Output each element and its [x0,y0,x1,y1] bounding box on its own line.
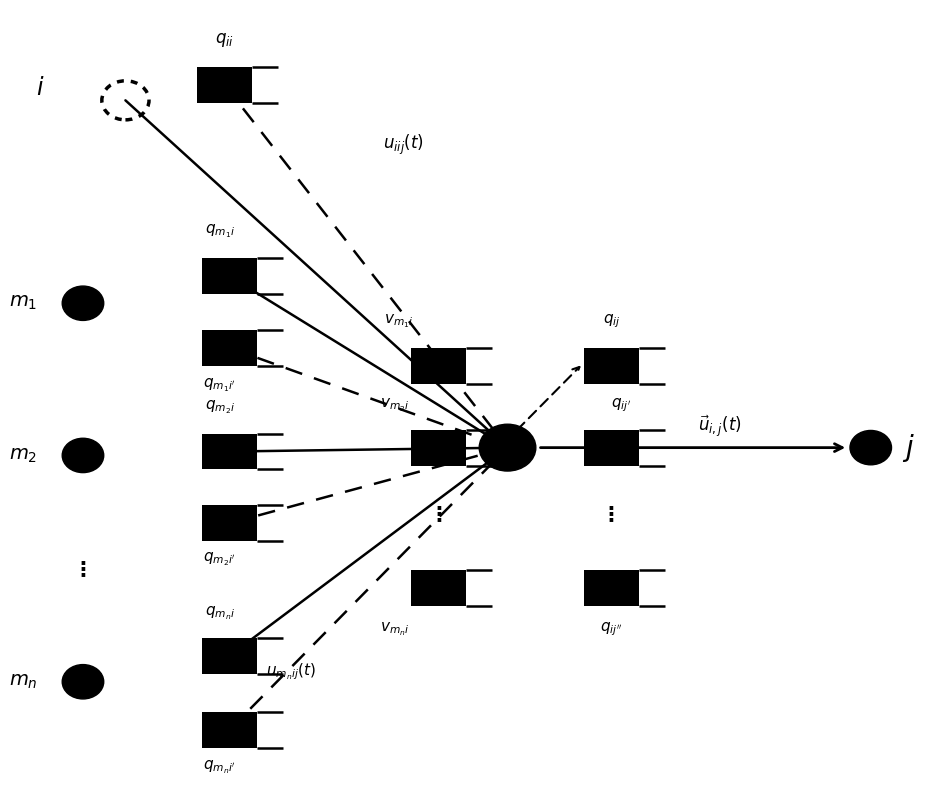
Text: $q_{m_1i}$: $q_{m_1i}$ [205,222,234,241]
Text: ⋮: ⋮ [72,559,93,578]
Bar [411,430,466,465]
Text: ⋮: ⋮ [601,504,622,524]
Text: $q_{ii}$: $q_{ii}$ [215,31,234,50]
Text: $i$: $i$ [36,77,45,100]
Bar [202,505,256,542]
Text: $\vec{u}_{i,j}(t)$: $\vec{u}_{i,j}(t)$ [698,413,742,439]
Bar [202,712,256,748]
Bar [411,347,466,384]
Bar [584,570,639,606]
Text: $v_{m_1i}$: $v_{m_1i}$ [384,312,414,330]
Text: $u_{iij}(t)$: $u_{iij}(t)$ [383,133,424,157]
Text: $u_{m_nij}(t)$: $u_{m_nij}(t)$ [266,661,315,682]
Bar [202,258,256,294]
Text: ⋮: ⋮ [428,504,449,524]
Bar [411,570,466,606]
Text: $q_{m_ni'}$: $q_{m_ni'}$ [203,758,236,777]
Text: $q_{ij'}$: $q_{ij'}$ [610,397,631,414]
Bar [197,67,251,103]
Circle shape [850,431,891,465]
Text: $v_{m_ni}$: $v_{m_ni}$ [380,621,409,638]
Bar [202,638,256,674]
Text: $m_1$: $m_1$ [9,294,38,312]
Circle shape [63,665,103,699]
Text: $v_{m_2i}$: $v_{m_2i}$ [380,397,409,414]
Text: $q_{m_ni}$: $q_{m_ni}$ [205,604,234,622]
Text: $q_{m_1i'}$: $q_{m_1i'}$ [203,376,236,394]
Bar [584,430,639,465]
Text: $j$: $j$ [902,432,915,464]
Bar [584,347,639,384]
Text: $q_{ij''}$: $q_{ij''}$ [600,621,623,638]
Text: $q_{m_2i'}$: $q_{m_2i'}$ [203,550,236,568]
Bar [202,330,256,365]
Text: $q_{ij}$: $q_{ij}$ [603,312,620,330]
Circle shape [63,439,103,472]
Bar [202,434,256,469]
Text: $m_n$: $m_n$ [9,673,38,691]
Circle shape [63,286,103,321]
Circle shape [479,424,536,471]
Text: $m_2$: $m_2$ [9,446,38,465]
Text: $q_{m_2i}$: $q_{m_2i}$ [205,399,234,416]
